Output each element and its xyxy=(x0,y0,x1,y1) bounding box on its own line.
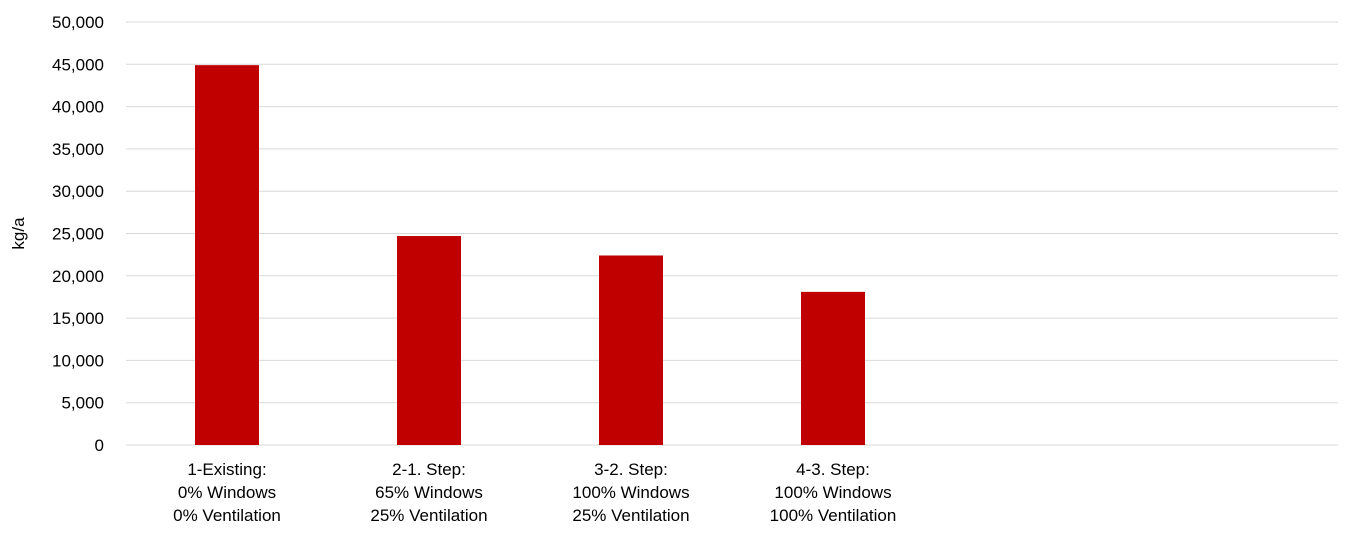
y-axis-tick-labels: 0 5,000 10,000 15,000 20,000 25,000 30,000 35,0… xyxy=(52,13,104,455)
x-category-label: 100% Windows xyxy=(572,483,689,502)
x-category-label: 0% Ventilation xyxy=(173,506,281,525)
y-tick-label: 50,000 xyxy=(52,13,104,32)
y-tick-label: 10,000 xyxy=(52,351,104,370)
bar xyxy=(397,236,461,445)
bar xyxy=(195,65,259,446)
x-category-label: 3-2. Step: xyxy=(594,460,668,479)
x-category-label: 25% Ventilation xyxy=(572,506,689,525)
x-axis-category-labels: 1-Existing: 0% Windows 0% Ventilation 2-1. … xyxy=(173,460,896,525)
x-category-label: 100% Ventilation xyxy=(770,506,897,525)
x-category-label: 65% Windows xyxy=(375,483,483,502)
gridlines xyxy=(126,21,1338,446)
bar xyxy=(599,255,663,445)
y-tick-label: 25,000 xyxy=(52,225,104,244)
x-category-label: 2-1. Step: xyxy=(392,460,466,479)
x-category-label: 100% Windows xyxy=(774,483,891,502)
y-tick-label: 40,000 xyxy=(52,98,104,117)
x-category-label: 0% Windows xyxy=(178,483,276,502)
x-category-label: 1-Existing: xyxy=(187,460,266,479)
bar xyxy=(801,291,865,445)
x-category-label: 25% Ventilation xyxy=(370,506,487,525)
y-tick-label: 45,000 xyxy=(52,55,104,74)
y-tick-label: 20,000 xyxy=(52,267,104,286)
bars xyxy=(195,65,865,446)
y-tick-label: 0 xyxy=(95,436,104,455)
x-category-label: 4-3. Step: xyxy=(796,460,870,479)
y-tick-label: 5,000 xyxy=(61,394,104,413)
y-tick-label: 15,000 xyxy=(52,309,104,328)
y-tick-label: 30,000 xyxy=(52,182,104,201)
y-tick-label: 35,000 xyxy=(52,140,104,159)
y-axis-title: kg/a xyxy=(9,217,28,250)
